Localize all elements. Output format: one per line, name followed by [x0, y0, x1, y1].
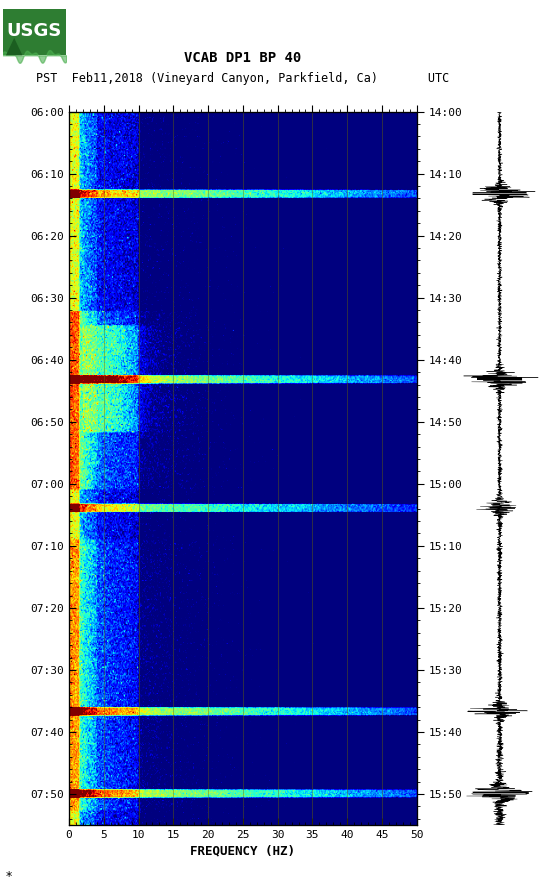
Bar: [3, 9, 66, 55]
Text: *: *: [6, 871, 12, 883]
Text: USGS: USGS: [7, 22, 62, 40]
Text: VCAB DP1 BP 40: VCAB DP1 BP 40: [184, 51, 301, 65]
X-axis label: FREQUENCY (HZ): FREQUENCY (HZ): [190, 844, 295, 857]
Text: PST  Feb11,2018 (Vineyard Canyon, Parkfield, Ca)       UTC: PST Feb11,2018 (Vineyard Canyon, Parkfie…: [36, 72, 449, 85]
Polygon shape: [6, 37, 23, 55]
